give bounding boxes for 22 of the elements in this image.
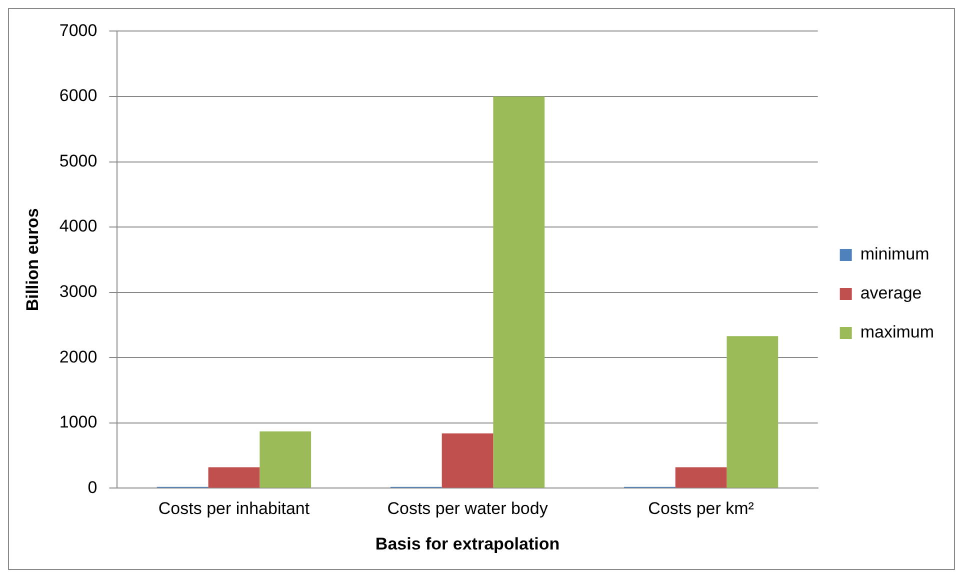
legend-label: maximum xyxy=(860,322,934,342)
x-tick-label: Costs per water body xyxy=(387,499,548,518)
legend-label: minimum xyxy=(860,244,930,264)
x-tick-label: Costs per inhabitant xyxy=(158,499,310,518)
y-tick-label: 5000 xyxy=(59,151,98,170)
y-tick-label: 4000 xyxy=(59,216,98,236)
bar xyxy=(208,467,260,488)
bar xyxy=(726,336,778,488)
bar xyxy=(442,433,494,488)
bar xyxy=(675,467,727,488)
bar xyxy=(493,96,545,488)
y-tick-label: 7000 xyxy=(59,20,98,40)
y-tick-label: 0 xyxy=(88,478,98,497)
y-tick-label: 6000 xyxy=(59,86,98,106)
y-tick-label: 2000 xyxy=(59,347,98,366)
y-axis-title: Billion euros xyxy=(22,208,42,312)
y-tick-label: 1000 xyxy=(59,412,98,432)
y-tick-label: 3000 xyxy=(59,282,98,302)
bar xyxy=(260,431,312,488)
x-tick-label: Costs per km² xyxy=(648,499,754,518)
x-axis-title: Basis for extrapolation xyxy=(375,534,560,554)
legend-label: average xyxy=(860,284,922,303)
